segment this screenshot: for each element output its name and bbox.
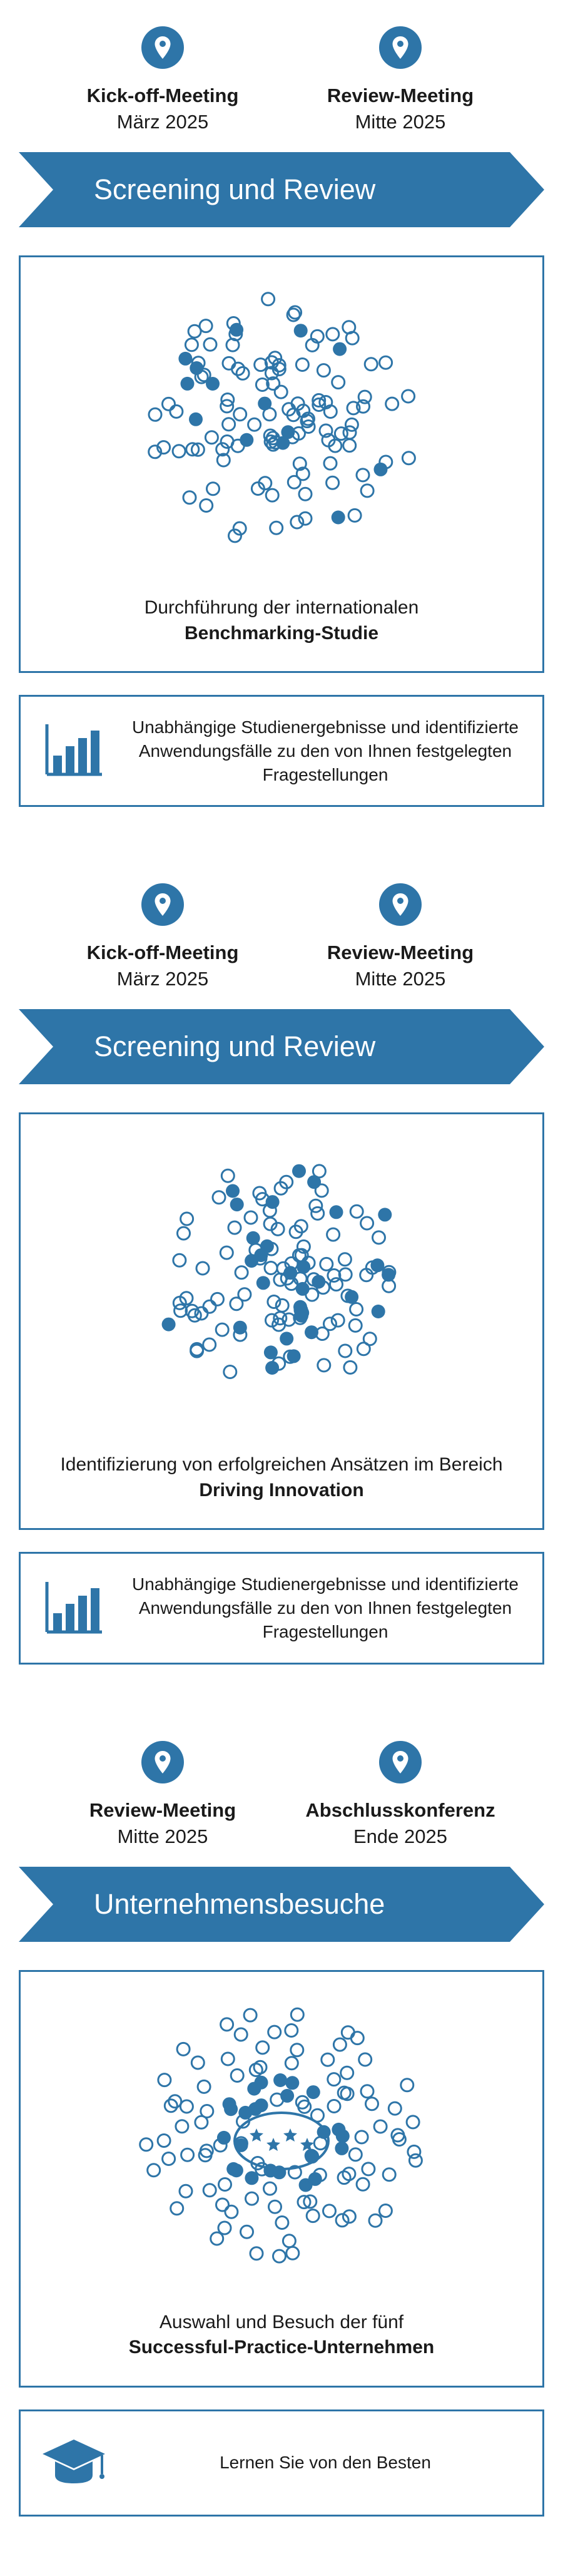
pin-icon — [140, 882, 185, 927]
content-box: Auswahl und Besuch der fünf Successful-P… — [19, 1970, 544, 2388]
milestone-title: Abschlusskonferenz — [282, 1799, 519, 1822]
milestone-title: Kick-off-Meeting — [44, 942, 282, 964]
result-text: Lernen Sie von den Besten — [127, 2451, 524, 2475]
content-text: Durchführung der internationalen Benchma… — [39, 595, 524, 646]
milestone-date: Mitte 2025 — [282, 111, 519, 133]
milestone-1: Kick-off-Meeting März 2025 — [44, 25, 282, 133]
milestones-row: Kick-off-Meeting März 2025 Review-Meetin… — [19, 25, 544, 133]
result-icon-wrap — [39, 1576, 108, 1641]
content-bold: Successful-Practice-Unternehmen — [129, 2337, 435, 2358]
milestone-2: Review-Meeting Mitte 2025 — [282, 882, 519, 990]
phase-banner: Unternehmensbesuche — [19, 1867, 510, 1942]
banner-label: Unternehmensbesuche — [94, 1888, 385, 1921]
banner-label: Screening und Review — [94, 173, 375, 206]
content-pre: Auswahl und Besuch der fünf — [160, 2312, 403, 2332]
milestone-date: März 2025 — [44, 111, 282, 133]
milestone-title: Review-Meeting — [282, 85, 519, 107]
pin-icon — [378, 882, 423, 927]
milestone-1: Review-Meeting Mitte 2025 — [44, 1740, 282, 1848]
result-text: Unabhängige Studienergebnisse und identi… — [127, 1573, 524, 1643]
content-pre: Durchführung der internationalen — [145, 597, 419, 618]
result-text: Unabhängige Studienergebnisse und identi… — [127, 716, 524, 786]
result-box: Unabhängige Studienergebnisse und identi… — [19, 695, 544, 807]
phase-2: Kick-off-Meeting März 2025 Review-Meetin… — [19, 882, 544, 1664]
scatter-viz — [119, 1997, 444, 2297]
content-text: Identifizierung von erfolgreichen Ansätz… — [39, 1452, 524, 1503]
content-pre: Identifizierung von erfolgreichen Ansätz… — [60, 1454, 502, 1475]
milestones-row: Kick-off-Meeting März 2025 Review-Meetin… — [19, 882, 544, 990]
phase-3: Review-Meeting Mitte 2025 Abschlusskonfe… — [19, 1740, 544, 2517]
milestone-date: Mitte 2025 — [44, 1825, 282, 1848]
milestone-2: Abschlusskonferenz Ende 2025 — [282, 1740, 519, 1848]
milestone-date: Ende 2025 — [282, 1825, 519, 1848]
scatter-viz — [119, 282, 444, 583]
phase-banner: Screening und Review — [19, 152, 510, 227]
content-box: Durchführung der internationalen Benchma… — [19, 255, 544, 673]
result-icon-wrap — [39, 2430, 108, 2496]
content-bold: Driving Innovation — [199, 1480, 363, 1501]
pin-icon — [140, 25, 185, 70]
pin-icon — [378, 1740, 423, 1785]
milestone-2: Review-Meeting Mitte 2025 — [282, 25, 519, 133]
result-box: Lernen Sie von den Besten — [19, 2409, 544, 2517]
milestone-1: Kick-off-Meeting März 2025 — [44, 882, 282, 990]
milestone-title: Kick-off-Meeting — [44, 85, 282, 107]
result-box: Unabhängige Studienergebnisse und identi… — [19, 1552, 544, 1664]
milestone-title: Review-Meeting — [282, 942, 519, 964]
graduation-cap-icon — [39, 2430, 108, 2493]
pin-icon — [378, 25, 423, 70]
banner-label: Screening und Review — [94, 1030, 375, 1063]
milestone-date: März 2025 — [44, 968, 282, 990]
milestone-title: Review-Meeting — [44, 1799, 282, 1822]
phase-1: Kick-off-Meeting März 2025 Review-Meetin… — [19, 25, 544, 807]
content-box: Identifizierung von erfolgreichen Ansätz… — [19, 1112, 544, 1530]
scatter-viz — [119, 1139, 444, 1440]
content-bold: Benchmarking-Studie — [185, 623, 378, 644]
content-text: Auswahl und Besuch der fünf Successful-P… — [39, 2310, 524, 2361]
bar-chart-icon — [39, 718, 108, 781]
pin-icon — [140, 1740, 185, 1785]
phase-banner: Screening und Review — [19, 1009, 510, 1084]
result-icon-wrap — [39, 718, 108, 784]
bar-chart-icon — [39, 1576, 108, 1638]
milestone-date: Mitte 2025 — [282, 968, 519, 990]
milestones-row: Review-Meeting Mitte 2025 Abschlusskonfe… — [19, 1740, 544, 1848]
